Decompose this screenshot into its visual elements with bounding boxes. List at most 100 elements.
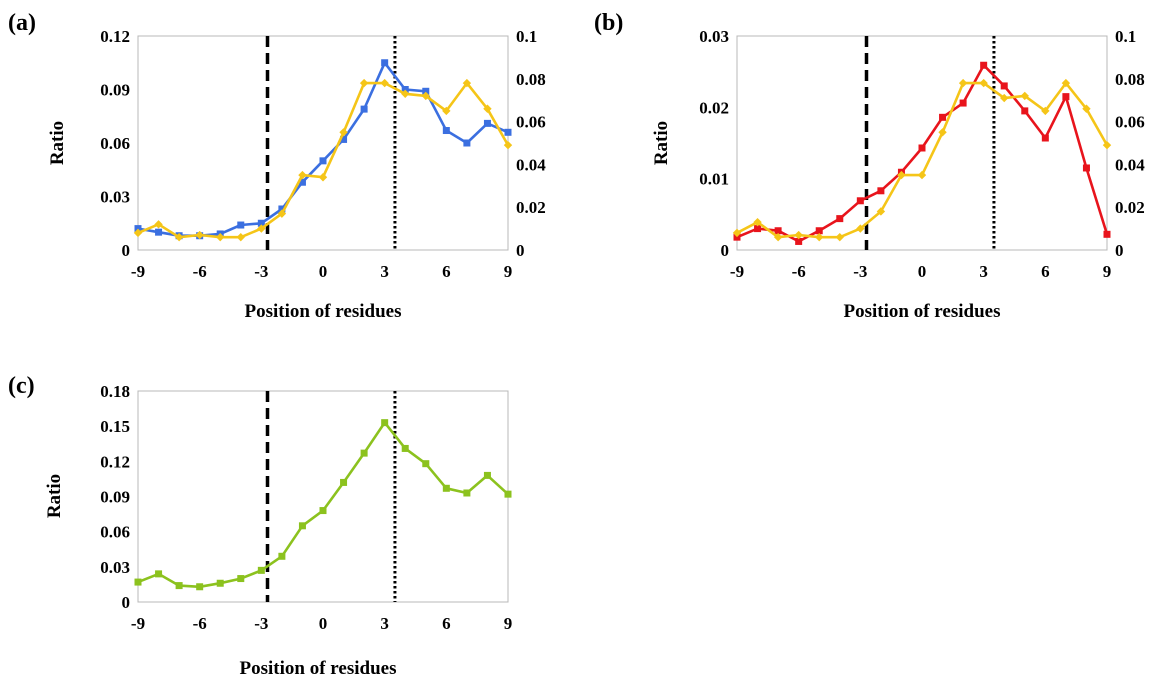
series-0-point xyxy=(278,552,286,560)
series-0-point xyxy=(381,59,389,67)
series-0-point xyxy=(1041,134,1049,142)
y-axis-title: Ratio xyxy=(47,121,68,165)
series-0-line xyxy=(137,61,509,237)
series-0-point xyxy=(237,575,245,583)
y-tick-label: 0.15 xyxy=(100,417,130,436)
series-0-point xyxy=(360,449,368,457)
series-0-point xyxy=(196,583,204,591)
series-1-point xyxy=(753,217,762,227)
series-0-point xyxy=(175,582,183,590)
x-tick-label: -3 xyxy=(853,262,867,281)
y-tick-label: 0.18 xyxy=(100,382,130,401)
series-1-point xyxy=(401,89,410,98)
series-1-point xyxy=(442,106,451,116)
y-axis-title: Ratio xyxy=(651,121,672,165)
series-0-point xyxy=(959,99,967,107)
series-1-point xyxy=(339,128,348,137)
y-tick-label: 0.03 xyxy=(100,188,130,207)
x-tick-label: -9 xyxy=(730,262,744,281)
series-0-point xyxy=(155,228,163,236)
y-tick-label: 0.03 xyxy=(699,27,729,46)
y2-tick-label: 0.08 xyxy=(516,70,546,89)
y2-tick-label: 0.06 xyxy=(1115,113,1145,132)
series-1-point xyxy=(1020,91,1029,101)
x-axis-title: Position of residues xyxy=(844,301,1001,322)
series-1-point xyxy=(958,78,968,88)
series-0-point xyxy=(442,484,450,492)
plot-area xyxy=(137,35,509,251)
series-1-point xyxy=(462,78,472,88)
series-1-point xyxy=(421,91,430,101)
series-0-point xyxy=(442,127,450,135)
y-tick-label: 0.09 xyxy=(100,81,130,100)
series-0-point xyxy=(298,522,306,530)
series-0-point xyxy=(340,478,348,486)
series-1-point xyxy=(483,104,492,113)
x-tick-label: 0 xyxy=(918,262,927,281)
y2-tick-label: 0.1 xyxy=(516,27,537,46)
series-0-point xyxy=(134,225,142,233)
x-tick-label: 0 xyxy=(319,262,328,281)
y-tick-label: 0 xyxy=(721,241,730,260)
y2-tick-label: 0.04 xyxy=(1115,155,1145,174)
y-axis-title: Ratio xyxy=(44,474,65,518)
y-tick-label: 0.06 xyxy=(100,523,130,542)
series-0-point xyxy=(483,119,491,127)
x-tick-label: 6 xyxy=(442,262,451,281)
series-1-point xyxy=(503,140,513,150)
series-0-point xyxy=(939,113,947,121)
series-1-point xyxy=(794,230,803,240)
series-0-point xyxy=(774,227,782,235)
series-1-point xyxy=(133,228,143,238)
series-1-point xyxy=(318,173,328,182)
series-0-point xyxy=(504,490,512,498)
series-1-point xyxy=(154,220,163,229)
series-0-point xyxy=(1021,107,1029,115)
series-0-point xyxy=(463,489,471,497)
series-0-point xyxy=(918,144,926,152)
series-0-point xyxy=(422,460,430,468)
x-tick-label: 6 xyxy=(1041,262,1050,281)
series-0-point xyxy=(1103,230,1111,238)
y2-tick-label: 0.04 xyxy=(516,155,546,174)
series-0-point xyxy=(257,219,265,227)
x-tick-label: 9 xyxy=(1103,262,1112,281)
series-0-point xyxy=(1062,93,1070,101)
series-1-point xyxy=(1082,104,1091,113)
series-0-point xyxy=(401,444,409,452)
panel-2: (c) 0 0.03 0.06 0.09 0.12 0.15 0.18 -9 -6 -3 0 3 6 9 Po… xyxy=(8,373,512,679)
series-0-point xyxy=(278,205,286,213)
series-0-point xyxy=(360,105,368,113)
x-tick-label: 6 xyxy=(442,614,451,633)
y-tick-label: 0.02 xyxy=(699,98,729,117)
series-0-point xyxy=(980,61,988,69)
series-0-point xyxy=(733,233,741,241)
series-1-point xyxy=(835,232,844,242)
series-1-point xyxy=(917,170,927,180)
series-0-point xyxy=(1000,82,1008,90)
series-1-point xyxy=(174,232,184,242)
series-0-point xyxy=(134,578,142,586)
y-tick-label: 0.06 xyxy=(100,134,130,153)
series-0-point xyxy=(754,225,762,233)
series-0-point xyxy=(319,157,327,165)
series-1-line xyxy=(736,81,1109,239)
y-tick-label: 0.01 xyxy=(699,170,729,189)
panel-label: (c) xyxy=(8,373,35,399)
series-0-point xyxy=(381,419,389,427)
x-tick-label: 3 xyxy=(380,262,389,281)
series-0-point xyxy=(422,87,430,95)
x-tick-label: 0 xyxy=(319,614,328,633)
x-tick-label: -6 xyxy=(193,614,207,633)
series-0-point xyxy=(257,566,265,574)
x-tick-label: 3 xyxy=(979,262,988,281)
series-1-point xyxy=(277,209,287,218)
y-tick-label: 0.12 xyxy=(100,27,130,46)
series-1-point xyxy=(1102,140,1112,150)
x-tick-label: -9 xyxy=(131,614,145,633)
series-0-point xyxy=(401,86,409,93)
series-0-point xyxy=(319,507,327,515)
x-tick-label: -3 xyxy=(254,614,268,633)
series-1-point xyxy=(876,207,886,216)
